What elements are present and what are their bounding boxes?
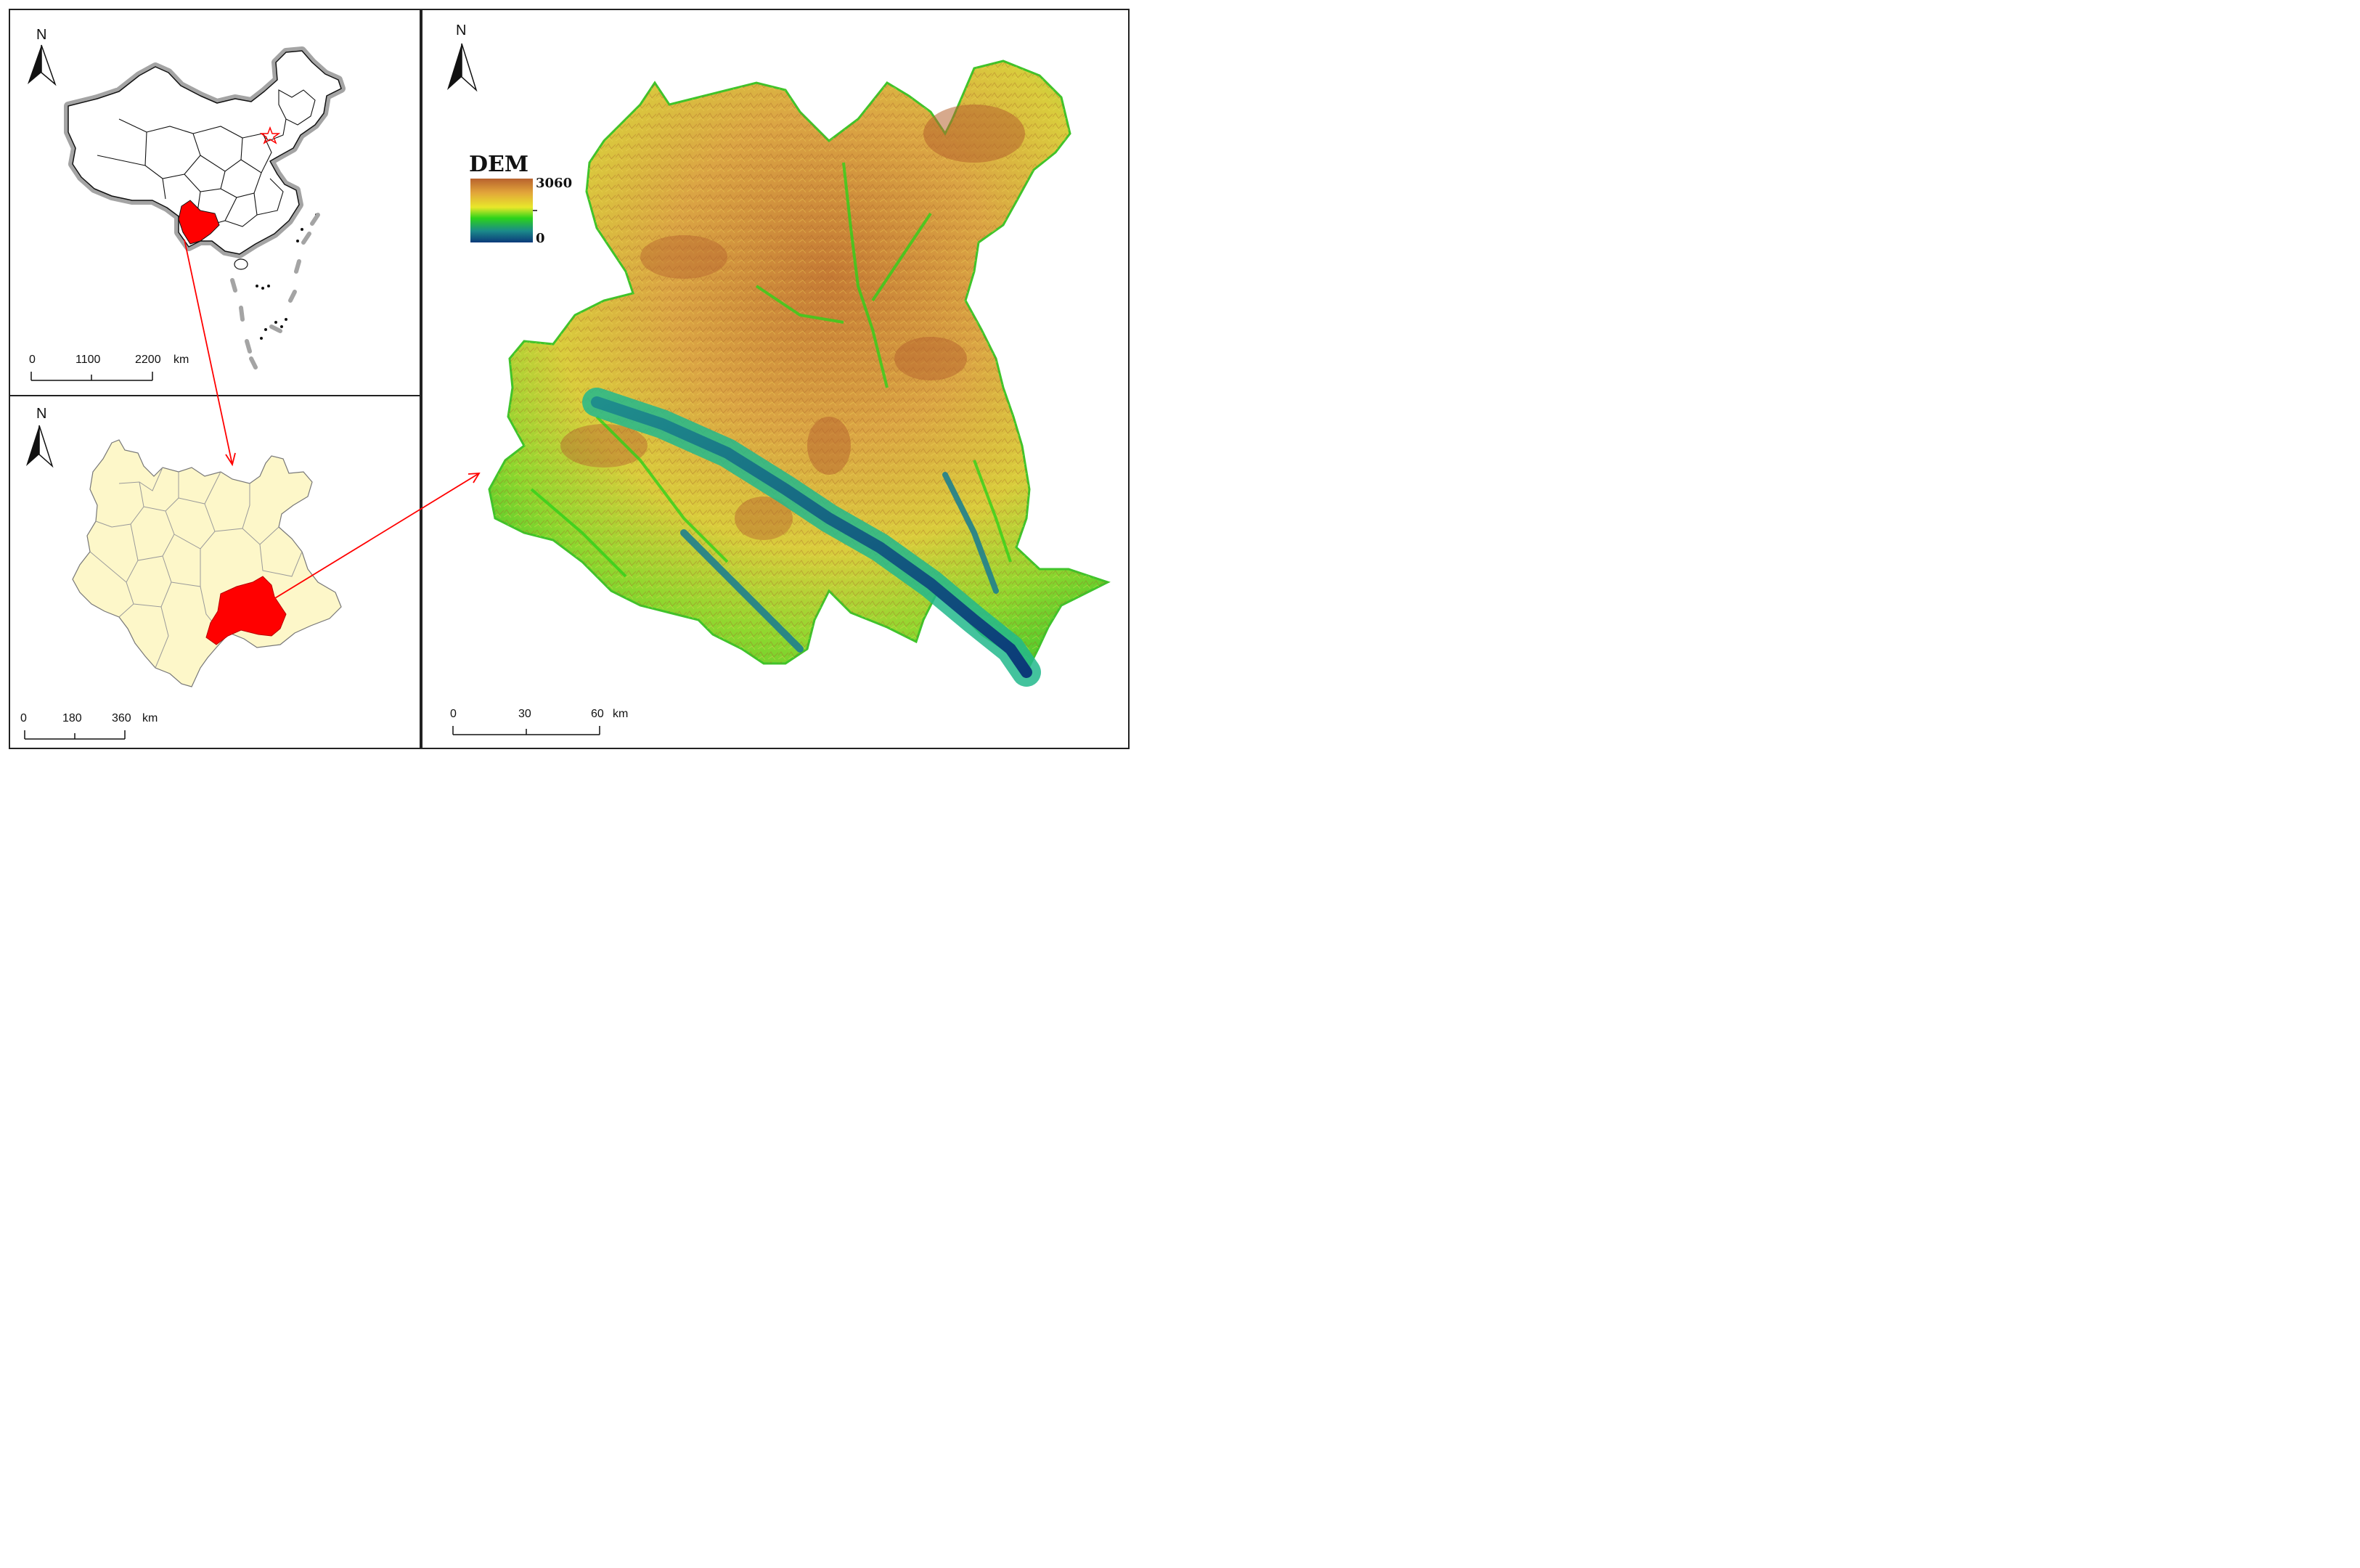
north-arrow-icon	[28, 44, 57, 86]
scale-tick-0: 0	[29, 354, 36, 366]
north-label: N	[36, 406, 46, 422]
yunnan-overview-panel: N 0 180 360	[9, 395, 421, 749]
north-label: N	[36, 27, 46, 43]
china-scale-bar: 0 1100 2200 km	[29, 354, 189, 381]
scale-tick-2: 60	[591, 708, 604, 720]
scale-tick-0: 0	[450, 708, 457, 720]
north-arrow-icon	[447, 43, 478, 92]
dem-scale-bar: 0 30 60 km	[450, 708, 628, 735]
scale-tick-2: 360	[112, 712, 131, 724]
yunnan-province-highlight	[178, 200, 220, 245]
dem-map: N DEM 3060 0	[447, 23, 1111, 735]
yunnan-outline	[72, 439, 342, 687]
scale-tick-1: 1100	[75, 354, 101, 366]
scale-tick-0: 0	[20, 712, 27, 724]
scale-unit: km	[613, 708, 628, 720]
dem-terrain	[488, 60, 1111, 687]
scale-unit: km	[142, 712, 158, 724]
scale-unit: km	[173, 354, 189, 366]
legend-title: DEM	[469, 152, 528, 177]
scale-tick-1: 30	[518, 708, 531, 720]
yunnan-scale-bar: 0 180 360 km	[20, 712, 158, 740]
scale-tick-1: 180	[62, 712, 82, 724]
china-map: N	[28, 27, 346, 381]
legend-color-ramp	[470, 179, 533, 242]
dem-legend: DEM 3060 0	[469, 152, 572, 246]
legend-min: 0	[536, 231, 545, 246]
scale-tick-2: 2200	[135, 354, 161, 366]
yunnan-map: N 0 180 360	[20, 406, 342, 740]
north-label: N	[456, 23, 466, 38]
legend-max: 3060	[536, 176, 572, 191]
china-overview-panel: N	[9, 9, 421, 396]
dem-detail-panel: N DEM 3060 0	[421, 9, 1130, 749]
north-arrow-icon	[26, 425, 54, 468]
capital-star-icon	[259, 126, 281, 144]
